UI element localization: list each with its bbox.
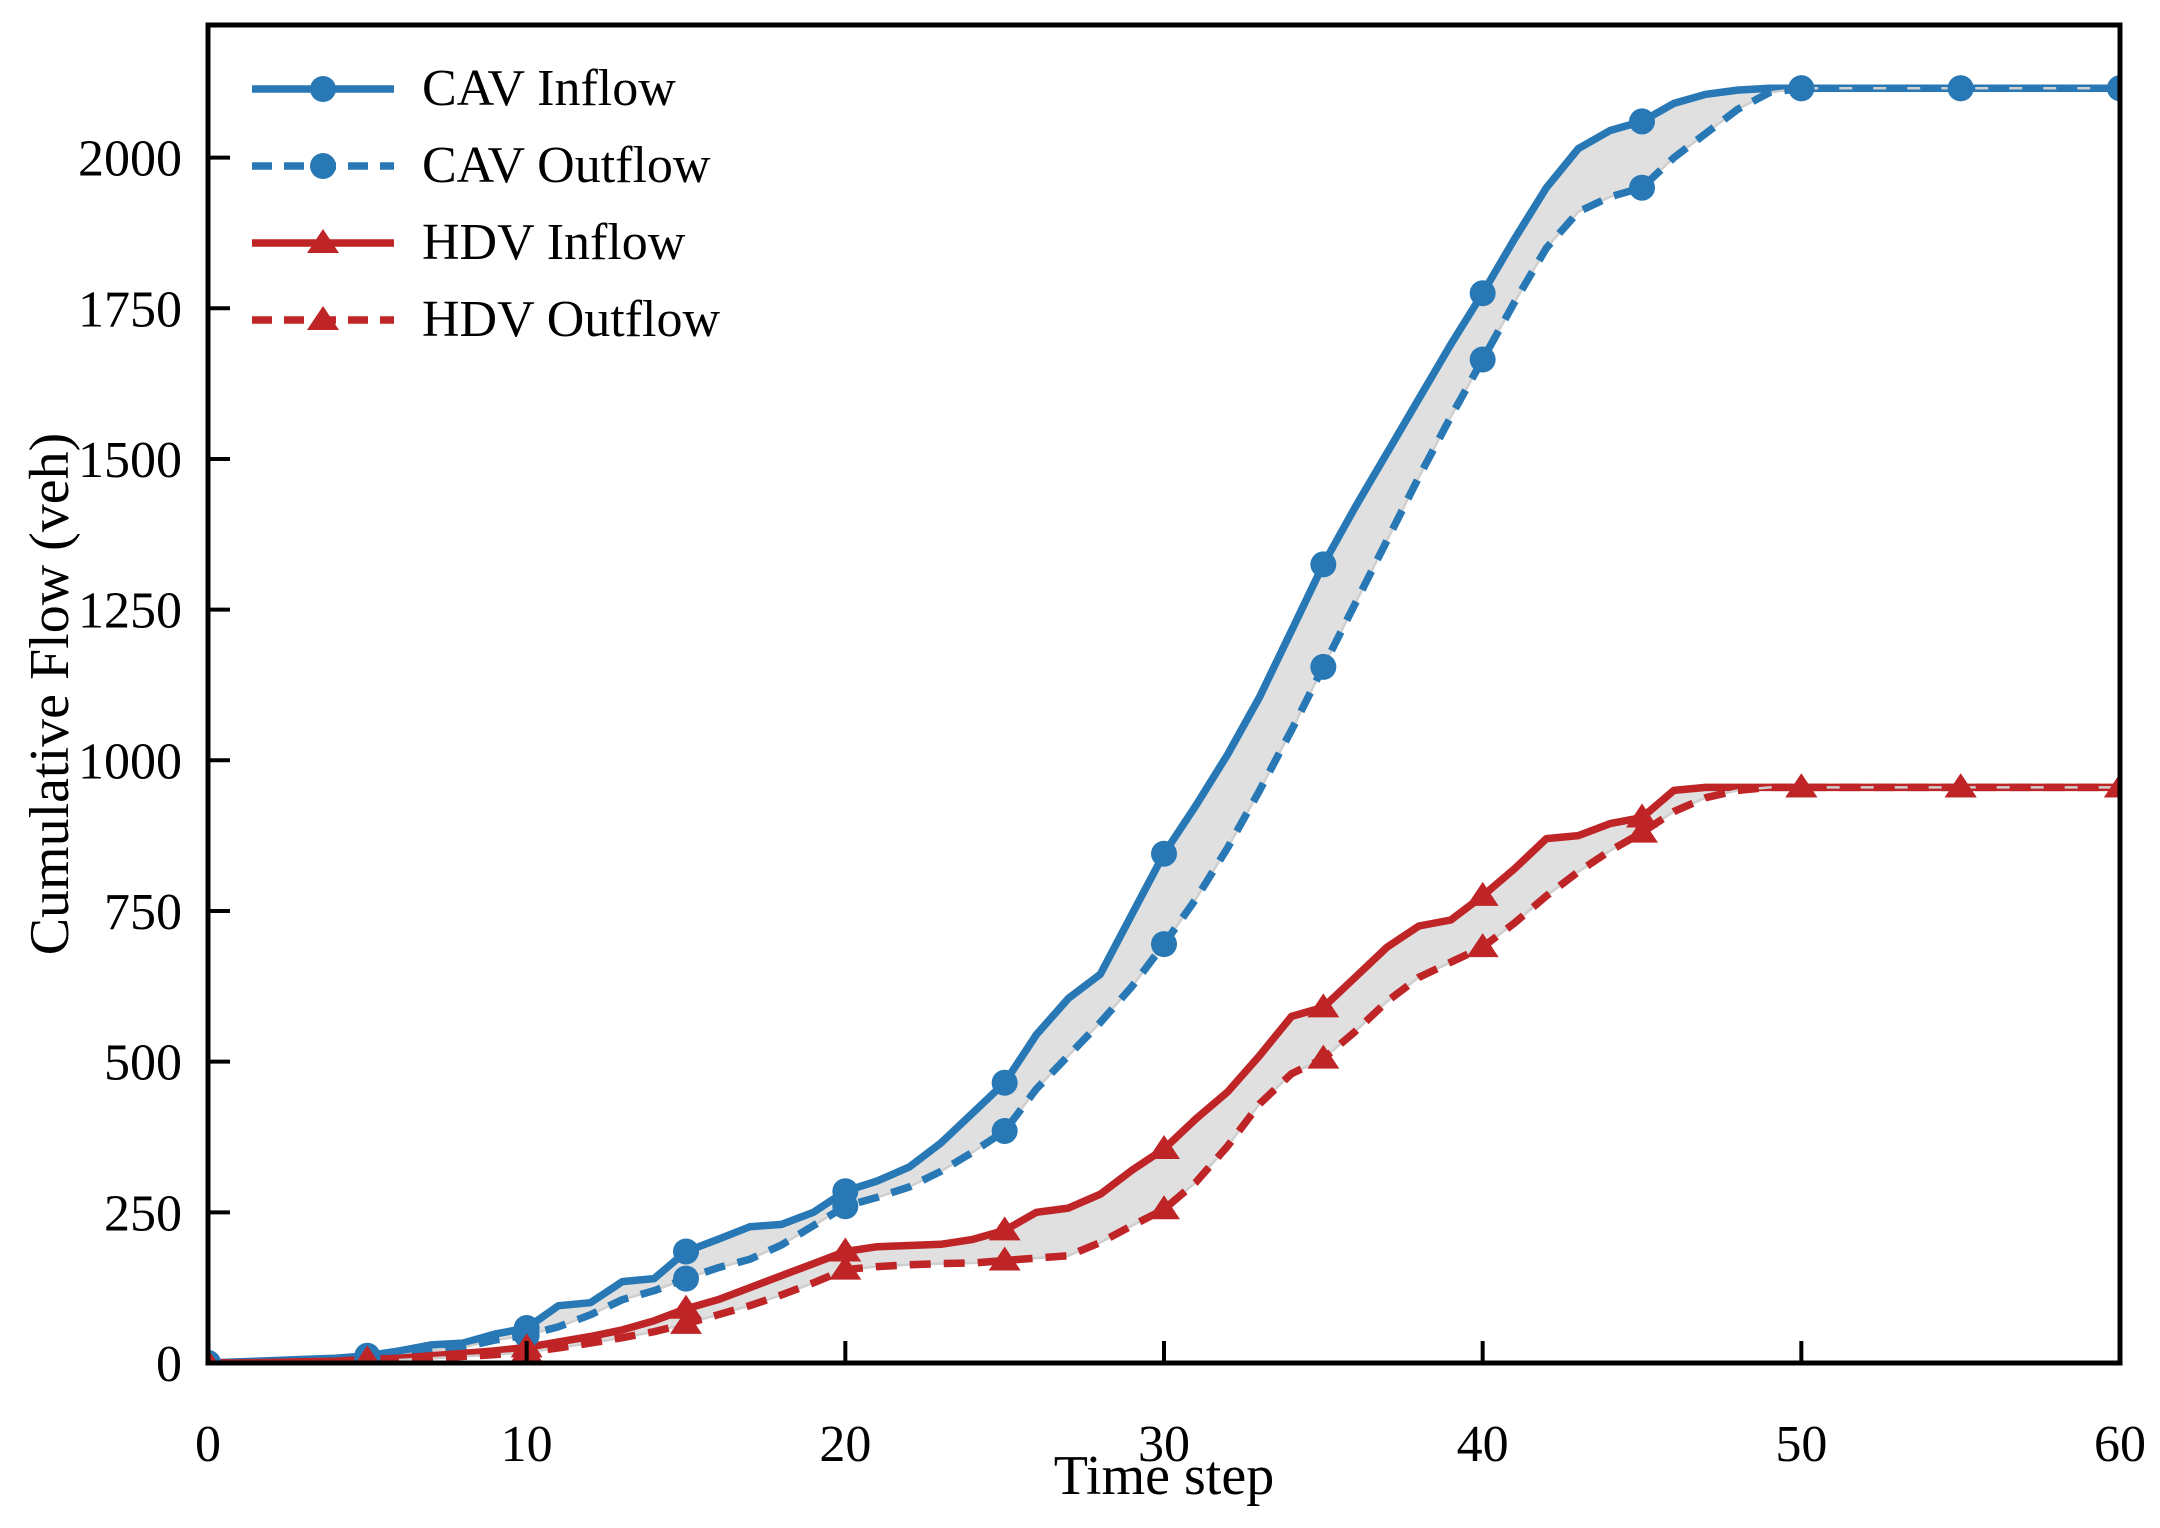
- series-markers-3: [208, 773, 2120, 1363]
- cav-outflow-line-icon: [252, 152, 394, 179]
- plot-spines: [205, 22, 2123, 1366]
- y-tick-label: 750: [104, 884, 182, 941]
- legend-item-hdv-outflow: HDV Outflow: [248, 281, 720, 358]
- x-tick-label: 60: [2094, 1416, 2146, 1473]
- legend-label: CAV Inflow: [422, 59, 676, 117]
- x-tick-label: 20: [819, 1416, 871, 1473]
- y-tick-label: 2000: [78, 131, 182, 188]
- x-tick-label: 0: [195, 1416, 221, 1473]
- hdv-outflow-line-icon: [252, 305, 394, 330]
- legend-item-cav-inflow: CAV Inflow: [248, 50, 720, 127]
- y-tick-label: 1750: [78, 281, 182, 338]
- cav-inflow-line-icon: [252, 75, 394, 102]
- y-axis-title: Cumulative Flow (veh): [19, 432, 81, 956]
- x-tick-label: 30: [1138, 1416, 1190, 1473]
- axis-ticks: 0 10 20 30 40 50 60 0 250 500 750 1000 1250 1500 1750 2…: [78, 131, 2146, 1473]
- legend-label: HDV Outflow: [422, 290, 721, 348]
- hdv-inflow-line-icon: [252, 228, 394, 253]
- y-tick-label: 1500: [78, 432, 182, 489]
- legend-label: HDV Inflow: [422, 213, 686, 271]
- legend-item-hdv-inflow: HDV Inflow: [248, 204, 720, 281]
- x-tick-label: 40: [1457, 1416, 1509, 1473]
- x-axis-title: Time step: [1053, 1445, 1275, 1507]
- y-tick-label: 1250: [78, 583, 182, 640]
- y-tick-label: 250: [104, 1185, 182, 1242]
- legend-item-cav-outflow: CAV Outflow: [248, 127, 720, 204]
- series-markers-1: [208, 75, 2120, 1363]
- y-tick-label: 500: [104, 1035, 182, 1092]
- y-tick-label: 1000: [78, 733, 182, 790]
- y-tick-label: 0: [156, 1336, 182, 1393]
- x-tick-label: 10: [501, 1416, 553, 1473]
- legend-label: CAV Outflow: [422, 136, 711, 194]
- legend: CAV Inflow CAV Outflow HDV Inflow HDV Ou…: [248, 50, 720, 358]
- x-tick-label: 50: [1775, 1416, 1827, 1473]
